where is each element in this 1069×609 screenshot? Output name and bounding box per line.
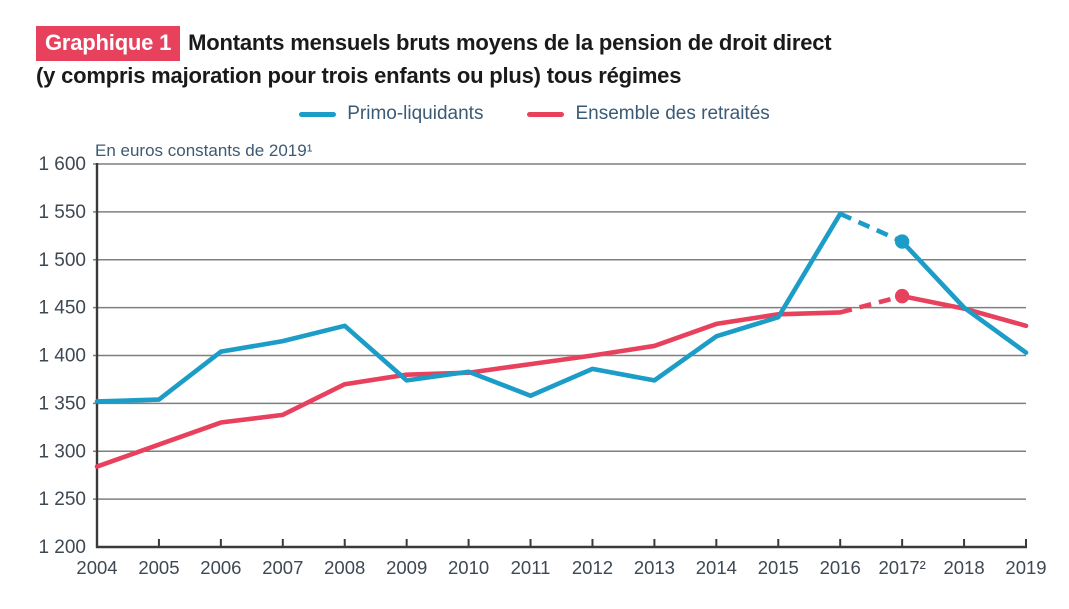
x-axis-label: 2017² bbox=[878, 557, 925, 578]
chart-legend: Primo-liquidants Ensemble des retraités bbox=[0, 103, 1069, 125]
y-axis-label: 1 250 bbox=[38, 489, 86, 510]
y-axis-label: 1 350 bbox=[38, 393, 86, 414]
x-axis-label: 2011 bbox=[511, 557, 551, 578]
x-axis-label: 2005 bbox=[138, 557, 179, 578]
y-axis-label: 1 200 bbox=[38, 537, 86, 558]
series-dashed-segment-ensemble-des-retrait-s bbox=[839, 293, 903, 315]
figure-header: Graphique 1 Montants mensuels bruts moyen… bbox=[36, 26, 1036, 91]
figure-title-part-1: Montants mensuels bruts moyens de la pen… bbox=[188, 30, 832, 55]
y-axis-label: 1 600 bbox=[38, 154, 86, 175]
x-axis-label: 2006 bbox=[200, 557, 241, 578]
series-line-ensemble-des-retrait-s bbox=[899, 293, 1029, 329]
y-axis-label: 1 450 bbox=[38, 298, 86, 319]
x-axis-label: 2010 bbox=[448, 557, 489, 578]
x-axis-label: 2007 bbox=[262, 557, 303, 578]
x-axis-label: 2019 bbox=[1005, 557, 1046, 578]
y-axis-label: 1 300 bbox=[38, 441, 86, 462]
x-axis-label: 2012 bbox=[572, 557, 613, 578]
legend-item-ensemble-des-retraites: Ensemble des retraités bbox=[527, 103, 770, 125]
primo-liquidants-line-swatch-icon bbox=[299, 111, 337, 117]
x-axis-label: 2009 bbox=[386, 557, 427, 578]
series-dashed-segment-primo-liquidants bbox=[839, 211, 904, 244]
x-axis-label: 2014 bbox=[696, 557, 737, 578]
unit-note: En euros constants de 2019¹ bbox=[95, 141, 313, 160]
x-axis-label: 2015 bbox=[758, 557, 799, 578]
series-line-primo-liquidants bbox=[94, 211, 843, 404]
x-axis-label: 2004 bbox=[76, 557, 117, 578]
y-axis-label: 1 500 bbox=[38, 250, 86, 271]
title-line-2: (y compris majoration pour trois enfants… bbox=[36, 61, 1036, 91]
series-line-ensemble-des-retrait-s bbox=[94, 310, 843, 469]
x-axis-label: 2016 bbox=[820, 557, 861, 578]
legend-item-primo-liquidants: Primo-liquidants bbox=[299, 103, 483, 125]
data-point-marker-ensemble-des-retrait-s bbox=[894, 288, 910, 304]
graphique-badge: Graphique 1 bbox=[36, 26, 181, 61]
figure-title-part-2: (y compris majoration pour trois enfants… bbox=[36, 63, 682, 88]
ensemble-des-retraites-line-swatch-icon bbox=[527, 111, 565, 117]
legend-label: Primo-liquidants bbox=[347, 103, 484, 124]
y-axis-label: 1 550 bbox=[38, 202, 86, 223]
data-point-marker-primo-liquidants bbox=[894, 234, 910, 249]
x-axis-label: 2008 bbox=[324, 557, 365, 578]
y-axis-label: 1 400 bbox=[38, 346, 86, 367]
x-axis-label: 2013 bbox=[634, 557, 675, 578]
title-line-1: Graphique 1 Montants mensuels bruts moyen… bbox=[36, 26, 1036, 61]
x-axis-label: 2018 bbox=[943, 557, 984, 578]
series-line-primo-liquidants bbox=[899, 239, 1029, 355]
legend-label: Ensemble des retraités bbox=[575, 103, 770, 124]
